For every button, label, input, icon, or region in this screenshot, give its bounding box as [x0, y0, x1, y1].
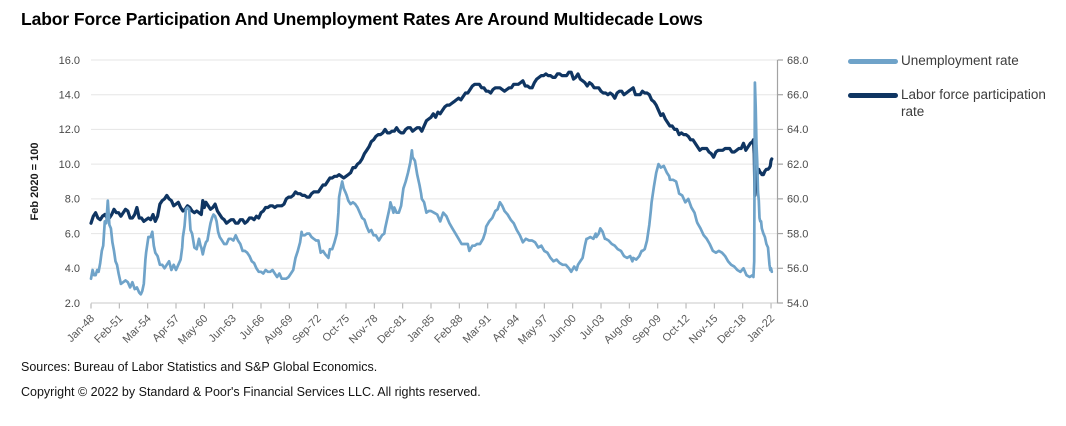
y-axis-title: Feb 2020 = 100 [29, 143, 41, 221]
x-axis-tick-label: Jan-85 [405, 313, 437, 345]
x-axis-tick-label: Nov-15 [687, 313, 721, 347]
left-axis-tick-label: 8.0 [65, 194, 80, 206]
copyright-text: Copyright © 2022 by Standard & Poor's Fi… [21, 385, 481, 399]
x-axis-tick-label: Oct-75 [320, 313, 352, 345]
page-title: Labor Force Participation And Unemployme… [21, 9, 703, 29]
right-axis-tick-label: 54.0 [787, 298, 808, 310]
x-axis-tick-label: Jan-48 [65, 313, 97, 345]
legend-label-labor-force-participation-rate: Labor force participation rate [901, 87, 1046, 119]
x-axis-tick-label: Aug-69 [262, 313, 296, 347]
right-axis-tick-label: 56.0 [787, 263, 808, 275]
labor-force-participation-rate-line [89, 70, 774, 225]
x-axis-tick-label: Aug-06 [602, 313, 636, 347]
x-axis-tick-label: May-60 [176, 313, 210, 347]
left-axis-tick-label: 10.0 [59, 159, 80, 171]
unemployment-rate-line [89, 81, 774, 296]
x-axis-tick-label: Jun-63 [207, 313, 239, 345]
x-axis-tick-label: Mar-54 [121, 313, 154, 346]
left-axis-tick-label: 2.0 [65, 298, 80, 310]
x-axis-tick-label: Feb-51 [92, 313, 125, 346]
sources-text: Sources: Bureau of Labor Statistics and … [21, 360, 378, 374]
right-axis-tick-label: 64.0 [787, 124, 808, 136]
right-axis-tick-label: 58.0 [787, 228, 808, 240]
left-axis-tick-label: 12.0 [59, 124, 80, 136]
left-axis-tick-label: 16.0 [59, 55, 80, 67]
unemployment-rate-swatch [848, 59, 898, 64]
x-axis-tick-label: Mar-91 [461, 313, 494, 346]
x-axis-tick-label: Nov-78 [347, 313, 381, 347]
right-axis-tick-label: 62.0 [787, 159, 808, 171]
legend-item-labor-force-participation-rate: Labor force participation rate [848, 87, 1066, 120]
left-axis-tick-label: 14.0 [59, 90, 80, 102]
x-axis-tick-label: Jun-00 [547, 313, 579, 345]
left-axis-tick-label: 4.0 [65, 263, 80, 275]
right-axis-tick-label: 68.0 [787, 55, 808, 67]
left-axis-tick-label: 6.0 [65, 228, 80, 240]
legend: Unemployment rate Labor force participat… [848, 53, 1066, 120]
x-axis-tick-label: Sep-72 [290, 313, 324, 347]
x-axis-tick-label: Jan-22 [745, 313, 777, 345]
legend-label-unemployment-rate: Unemployment rate [901, 53, 1019, 68]
right-axis-tick-label: 60.0 [787, 194, 808, 206]
legend-item-unemployment-rate: Unemployment rate [848, 53, 1066, 69]
x-axis-tick-label: Dec-81 [375, 313, 409, 347]
x-axis-tick-label: May-97 [516, 313, 550, 347]
x-axis-tick-label: Dec-18 [715, 313, 749, 347]
x-axis-tick-label: Oct-12 [660, 313, 692, 345]
labor-force-participation-rate-swatch [848, 93, 898, 99]
x-axis-tick-label: Sep-09 [630, 313, 664, 347]
right-axis-tick-label: 66.0 [787, 90, 808, 102]
x-axis-tick-label: Feb-88 [432, 313, 465, 346]
